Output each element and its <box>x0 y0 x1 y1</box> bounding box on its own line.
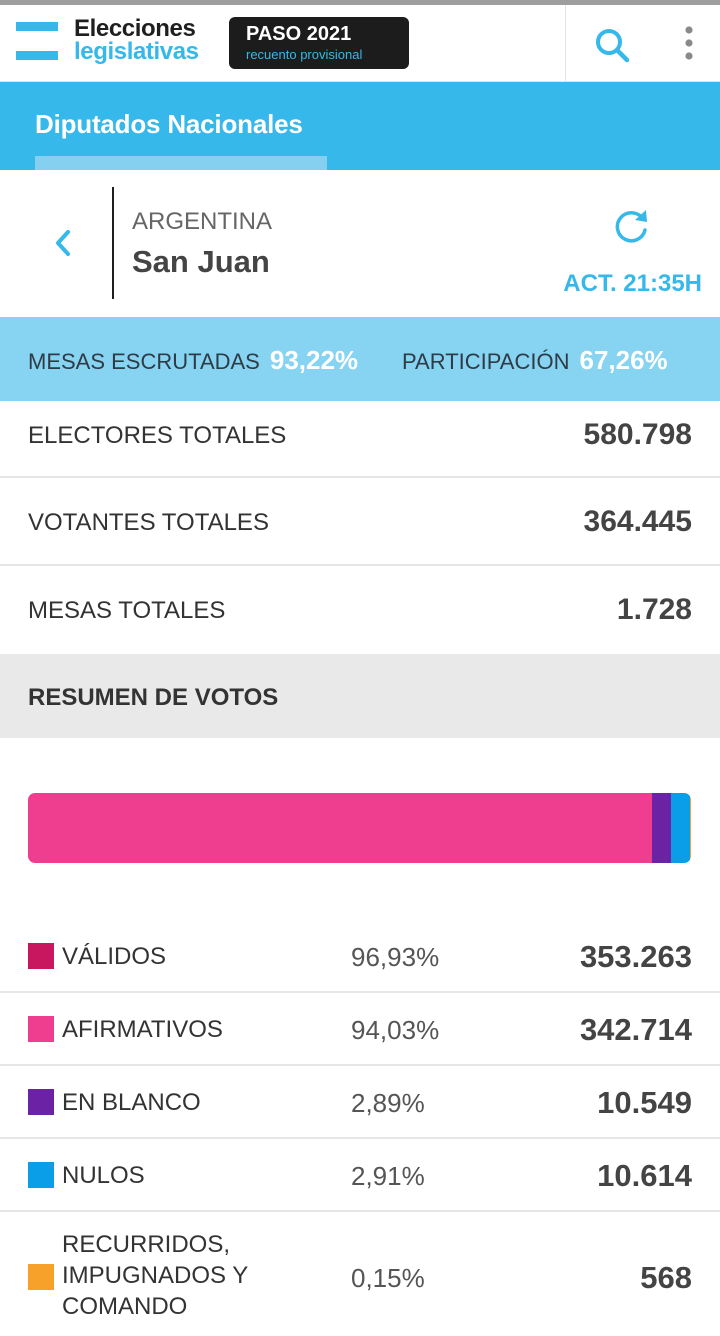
vote-label-line: RECURRIDOS, <box>62 1231 231 1258</box>
last-updated: ACT. 21:35H <box>563 270 702 297</box>
vote-value: 353.263 <box>579 939 692 974</box>
vote-row-recurridos: RECURRIDOS, IMPUGNADOS Y COMANDO 0,15% 5… <box>0 1212 720 1336</box>
vote-row-nulos: NULOS 2,91% 10.614 <box>0 1139 720 1212</box>
active-tab-indicator <box>35 156 327 170</box>
bar-segment-en-blanco <box>651 793 671 863</box>
flag-logo-icon <box>16 22 58 60</box>
total-row-mesas: MESAS TOTALES 1.728 <box>0 566 720 654</box>
category-tabs: Diputados Nacionales <box>0 82 720 170</box>
color-swatch <box>28 943 54 969</box>
progress-stats: MESAS ESCRUTADAS 93,22% PARTICIPACIÓN 67,2… <box>0 317 720 401</box>
tab-label: Diputados Nacionales <box>35 109 303 139</box>
vote-percent: 2,89% <box>351 1088 425 1118</box>
section-header: RESUMEN DE VOTOS <box>0 654 720 738</box>
chevron-left-icon[interactable] <box>48 226 80 260</box>
total-value: 1.728 <box>616 593 692 626</box>
section-title: RESUMEN DE VOTOS <box>28 684 279 711</box>
mesas-escrutadas-label: MESAS ESCRUTADAS <box>28 349 260 374</box>
mesas-escrutadas: MESAS ESCRUTADAS 93,22% <box>28 345 358 376</box>
vote-percent: 2,91% <box>351 1161 425 1191</box>
vote-value: 10.549 <box>597 1085 692 1120</box>
vote-percent: 0,15% <box>351 1263 425 1293</box>
vote-percent: 94,03% <box>351 1015 440 1045</box>
vote-label: VÁLIDOS <box>62 943 167 970</box>
location-country: ARGENTINA <box>132 208 273 235</box>
vote-row-validos: VÁLIDOS 96,93% 353.263 <box>0 921 720 993</box>
badge-subtitle: recuento provisional <box>246 47 363 62</box>
election-badge: PASO 2021 recuento provisional <box>229 17 409 69</box>
header-divider <box>565 5 566 82</box>
total-row-votantes: VOTANTES TOTALES 364.445 <box>0 478 720 566</box>
bar-segment-nulos <box>670 793 690 863</box>
search-icon[interactable] <box>592 25 632 65</box>
location-province: San Juan <box>132 244 270 279</box>
color-swatch <box>28 1016 54 1042</box>
location-bar: ARGENTINA San Juan ACT. 21:35H <box>0 170 720 317</box>
status-strip <box>0 0 720 5</box>
total-value: 364.445 <box>583 505 692 538</box>
color-swatch <box>28 1089 54 1115</box>
color-swatch <box>28 1264 54 1290</box>
more-vertical-icon[interactable] <box>676 23 702 63</box>
brand-title: Elecciones <box>74 15 196 42</box>
vote-label-line: COMANDO <box>62 1293 188 1320</box>
vote-label: RECURRIDOS, IMPUGNADOS Y COMANDO <box>62 1229 248 1322</box>
location-divider <box>112 187 114 299</box>
total-label: VOTANTES TOTALES <box>28 509 269 536</box>
vote-row-afirmativos: AFIRMATIVOS 94,03% 342.714 <box>0 993 720 1066</box>
vote-label: NULOS <box>62 1162 145 1189</box>
total-row-electores: ELECTORES TOTALES 580.798 <box>0 401 720 478</box>
vote-label: EN BLANCO <box>62 1089 201 1116</box>
participacion-label: PARTICIPACIÓN <box>402 349 570 374</box>
vote-percent: 96,93% <box>351 942 440 972</box>
participacion: PARTICIPACIÓN 67,26% <box>402 345 668 376</box>
tab-diputados-nacionales[interactable]: Diputados Nacionales <box>35 82 327 170</box>
vote-row-en-blanco: EN BLANCO 2,89% 10.549 <box>0 1066 720 1139</box>
vote-label: AFIRMATIVOS <box>62 1016 223 1043</box>
vote-value: 10.614 <box>597 1158 692 1193</box>
bar-segment-afirmativos <box>28 793 652 863</box>
vote-value: 342.714 <box>579 1012 692 1047</box>
vote-label-line: IMPUGNADOS Y <box>62 1262 249 1289</box>
brand-subtitle: legislativas <box>74 38 199 65</box>
bar-segment-recurridos <box>689 793 691 863</box>
total-label: ELECTORES TOTALES <box>28 422 287 449</box>
vote-value: 568 <box>640 1260 692 1295</box>
votes-stacked-bar <box>28 793 691 863</box>
color-swatch <box>28 1162 54 1188</box>
refresh-icon[interactable] <box>610 206 652 248</box>
participacion-value: 67,26% <box>579 345 668 375</box>
app-header: Elecciones legislativas PASO 2021 recuen… <box>0 5 720 82</box>
total-label: MESAS TOTALES <box>28 597 226 624</box>
mesas-escrutadas-value: 93,22% <box>269 345 359 375</box>
total-value: 580.798 <box>583 418 692 451</box>
badge-title: PASO 2021 <box>246 23 352 45</box>
